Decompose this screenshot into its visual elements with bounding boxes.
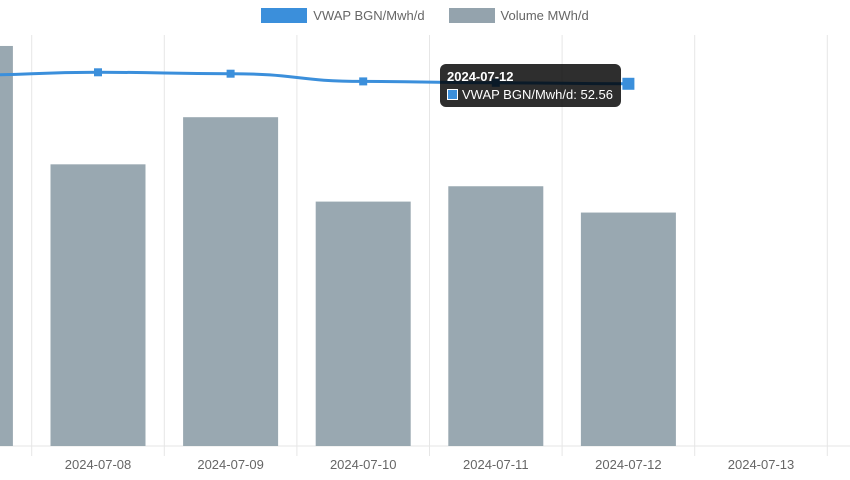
legend-label-vwap: VWAP BGN/Mwh/d bbox=[313, 8, 425, 23]
volume-bar bbox=[0, 45, 13, 447]
x-tick-label: 2024-07-13 bbox=[728, 457, 795, 472]
x-tick-label: 2024-07-08 bbox=[65, 457, 132, 472]
legend-item-vwap[interactable]: VWAP BGN/Mwh/d bbox=[261, 8, 425, 23]
x-tick-label: 2024-07-09 bbox=[197, 457, 264, 472]
legend-swatch-volume bbox=[448, 8, 495, 23]
legend: VWAP BGN/Mwh/d Volume MWh/d bbox=[0, 8, 850, 23]
tooltip: 2024-07-12 VWAP BGN/Mwh/d: 52.56 bbox=[440, 64, 621, 107]
vwap-point bbox=[94, 68, 102, 77]
x-tick-label: 2024-07-10 bbox=[330, 457, 397, 472]
volume-bar bbox=[50, 164, 146, 446]
x-axis-ticks: 2024-07-08 2024-07-09 2024-07-10 2024-07-11… bbox=[65, 457, 795, 472]
legend-item-volume[interactable]: Volume MWh/d bbox=[448, 8, 589, 23]
tooltip-swatch bbox=[447, 89, 458, 100]
tooltip-label: VWAP BGN/Mwh/d: 52.56 bbox=[462, 87, 614, 102]
tooltip-title: 2024-07-12 bbox=[447, 69, 514, 84]
volume-bar bbox=[448, 186, 544, 447]
volume-bar bbox=[315, 201, 411, 446]
x-tick-label: 2024-07-12 bbox=[595, 457, 662, 472]
vwap-point-active bbox=[622, 77, 635, 90]
volume-bar bbox=[183, 117, 279, 446]
volume-bars bbox=[0, 45, 676, 447]
legend-swatch-vwap bbox=[261, 8, 308, 23]
volume-bar bbox=[580, 212, 676, 446]
tooltip-row: VWAP BGN/Mwh/d: 52.56 bbox=[447, 86, 614, 103]
x-tick-label: 2024-07-11 bbox=[463, 457, 529, 472]
legend-label-volume: Volume MWh/d bbox=[500, 8, 589, 23]
vwap-point bbox=[359, 77, 368, 86]
vwap-point bbox=[226, 69, 235, 78]
